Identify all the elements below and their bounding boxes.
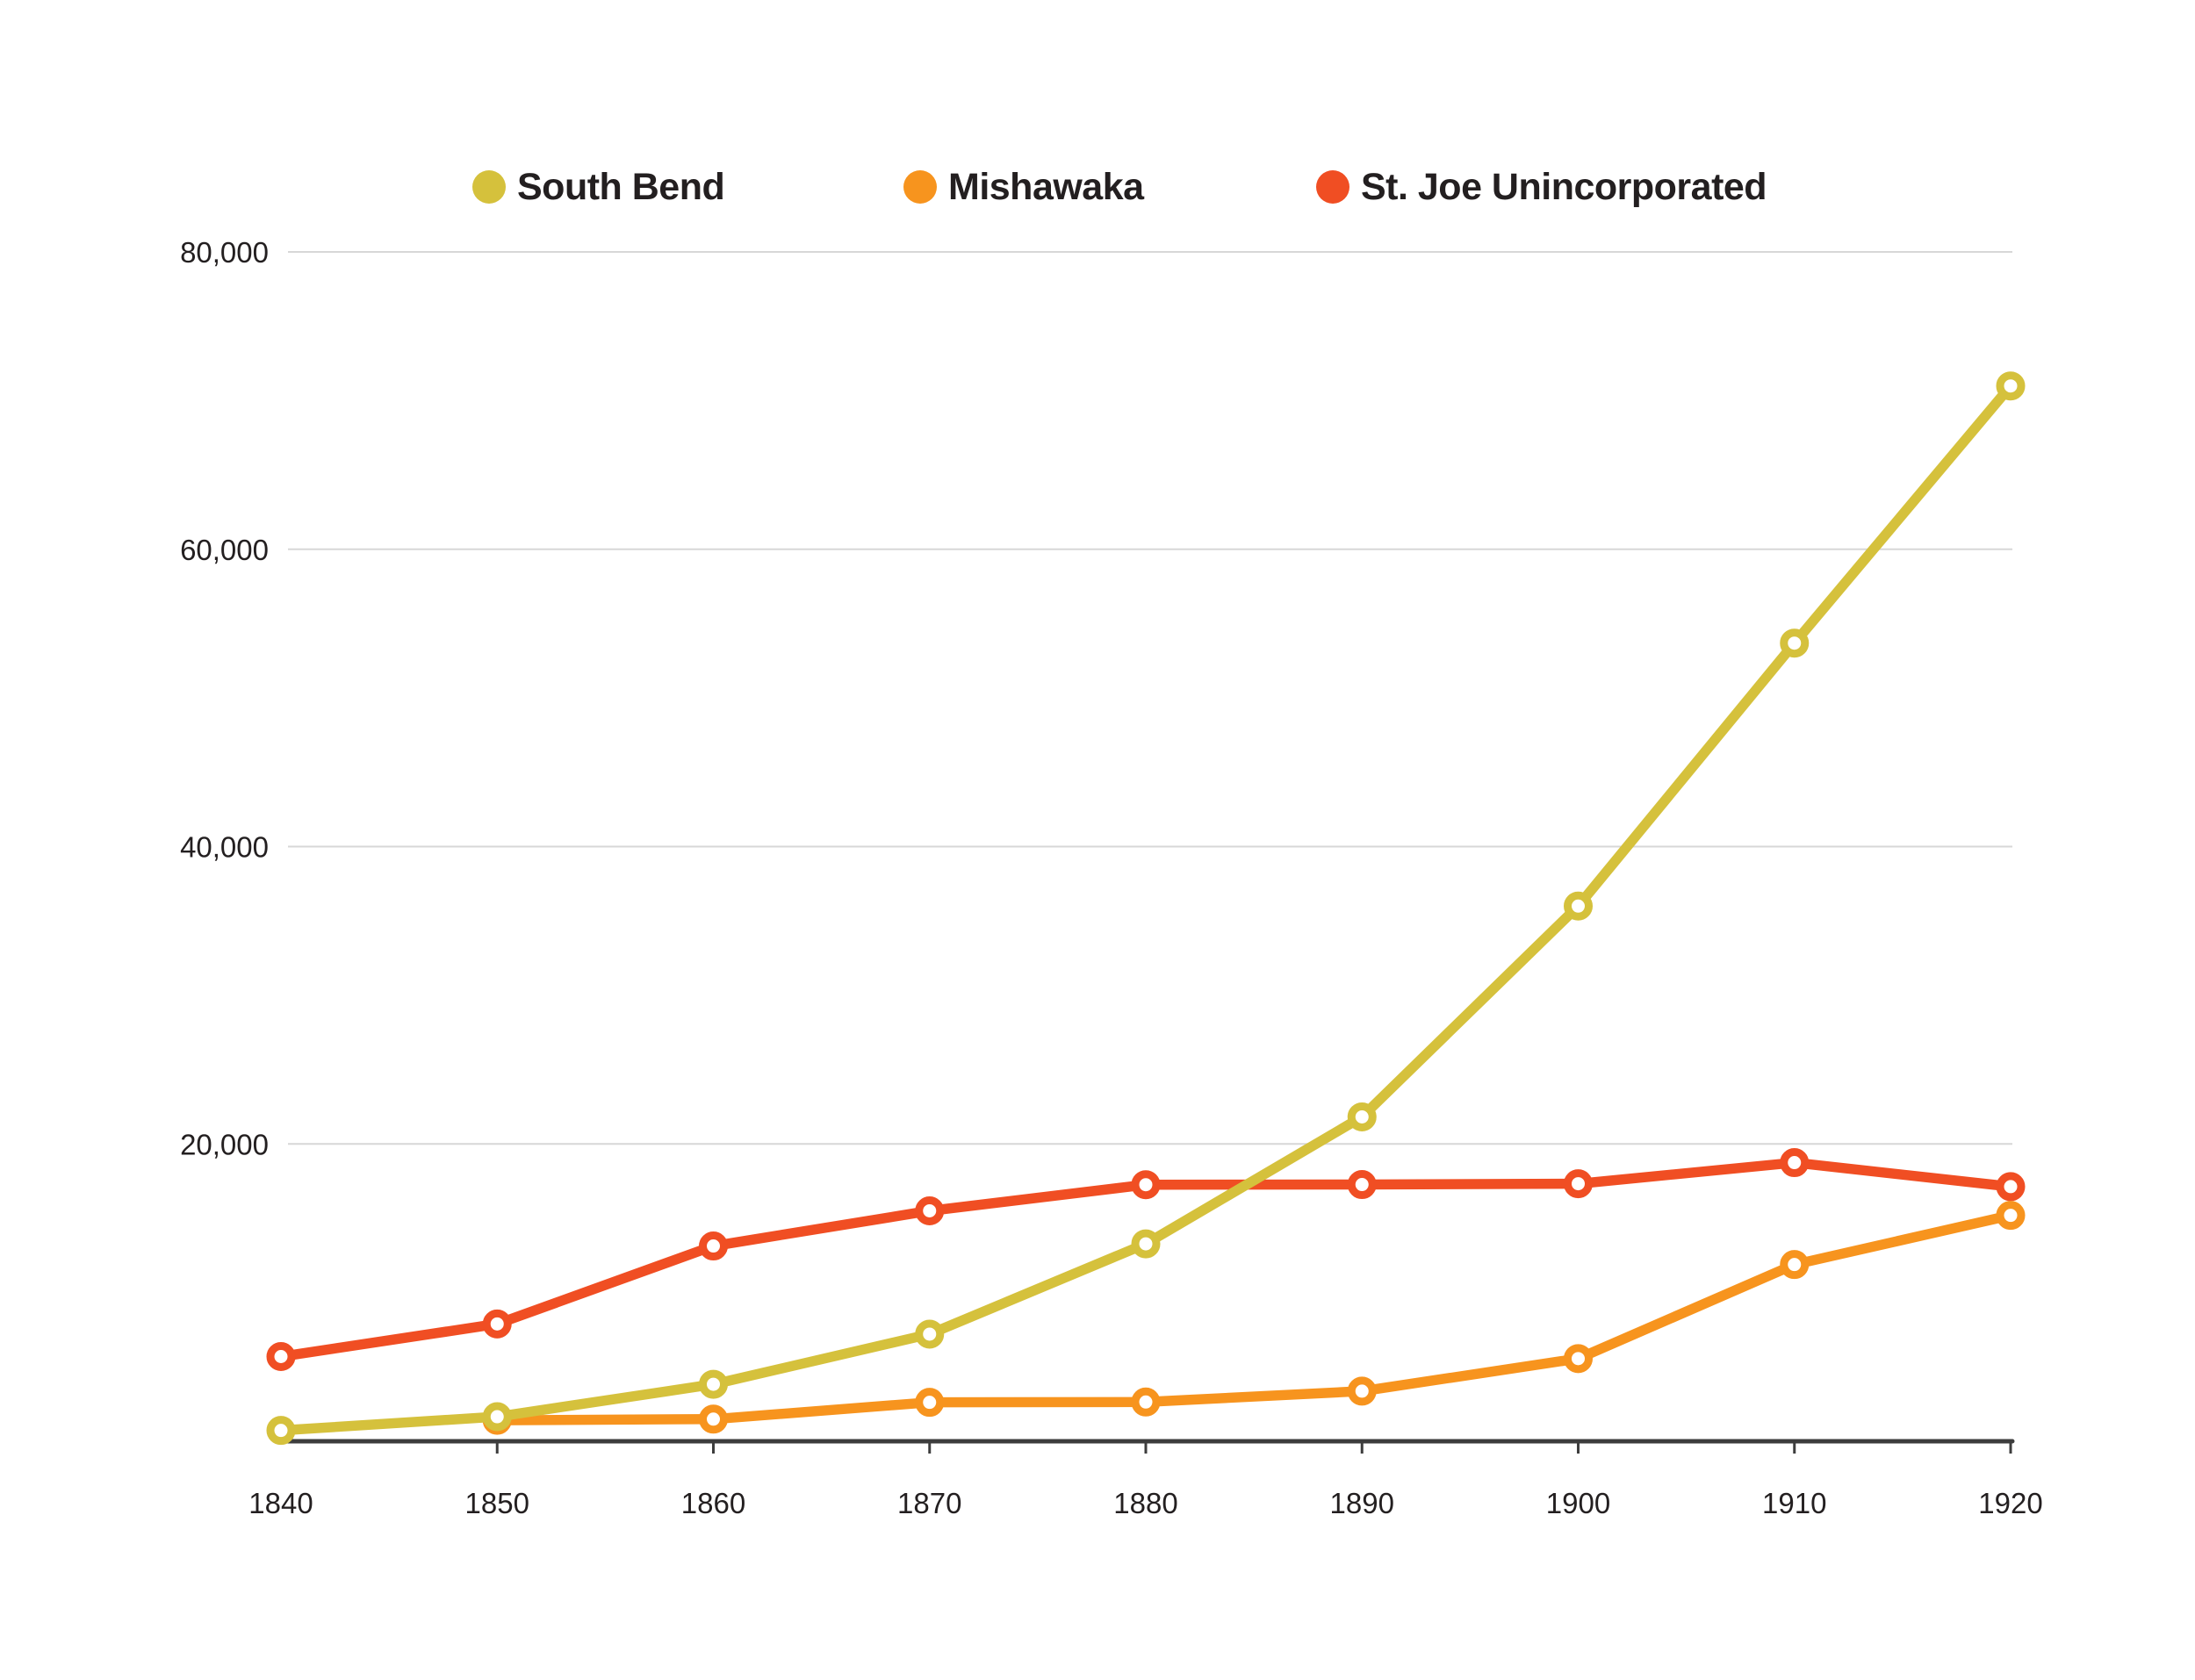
data-point	[1131, 1387, 1161, 1417]
y-tick-label: 60,000	[180, 534, 269, 566]
legend-dot-st-joe-unincorporated-icon	[1316, 170, 1349, 204]
data-point	[699, 1404, 728, 1434]
y-tick-label: 80,000	[180, 236, 269, 269]
data-point	[1996, 1172, 2026, 1202]
series-line-south-bend	[276, 380, 2016, 1436]
data-point	[1347, 1170, 1377, 1200]
x-tick-label: 1840	[248, 1487, 313, 1519]
data-point	[1131, 1229, 1161, 1259]
x-tick-label: 1880	[1113, 1487, 1177, 1519]
data-point	[1347, 1376, 1377, 1406]
data-point	[1347, 1102, 1377, 1131]
data-point	[1131, 1170, 1161, 1200]
legend-dot-mishawaka-icon	[903, 170, 937, 204]
series-line-mishawaka	[492, 1210, 2016, 1425]
data-point	[266, 1416, 296, 1446]
x-tick-label: 1850	[465, 1487, 529, 1519]
legend-dot-south-bend-icon	[472, 170, 506, 204]
legend-item-south-bend: South Bend	[472, 163, 725, 211]
data-point	[1780, 1148, 1810, 1178]
x-tick-label: 1920	[1978, 1487, 2042, 1519]
y-tick-label: 20,000	[180, 1128, 269, 1160]
data-point	[1564, 891, 1593, 921]
data-point	[1780, 628, 1810, 658]
data-point	[915, 1319, 945, 1349]
x-tick-label: 1900	[1546, 1487, 1610, 1519]
y-tick-label: 40,000	[180, 831, 269, 864]
data-point	[1996, 371, 2026, 401]
legend-label-st-joe-unincorporated: St. Joe Unincorporated	[1361, 165, 1767, 208]
data-point	[699, 1231, 728, 1261]
legend-label-south-bend: South Bend	[517, 165, 725, 208]
data-point	[482, 1402, 512, 1432]
legend-item-st-joe-unincorporated: St. Joe Unincorporated	[1316, 163, 1767, 211]
data-point	[699, 1369, 728, 1399]
x-tick-label: 1890	[1330, 1487, 1394, 1519]
data-point	[1780, 1250, 1810, 1280]
data-point	[1996, 1201, 2026, 1231]
legend-item-mishawaka: Mishawaka	[903, 163, 1144, 211]
data-point	[482, 1309, 512, 1339]
data-point	[1564, 1344, 1593, 1374]
data-point	[915, 1388, 945, 1418]
legend-label-mishawaka: Mishawaka	[948, 165, 1144, 208]
x-tick-label: 1870	[897, 1487, 961, 1519]
x-tick-label: 1910	[1762, 1487, 1826, 1519]
x-tick-label: 1860	[681, 1487, 745, 1519]
data-point	[915, 1195, 945, 1225]
data-point	[266, 1342, 296, 1372]
data-point	[1564, 1169, 1593, 1199]
